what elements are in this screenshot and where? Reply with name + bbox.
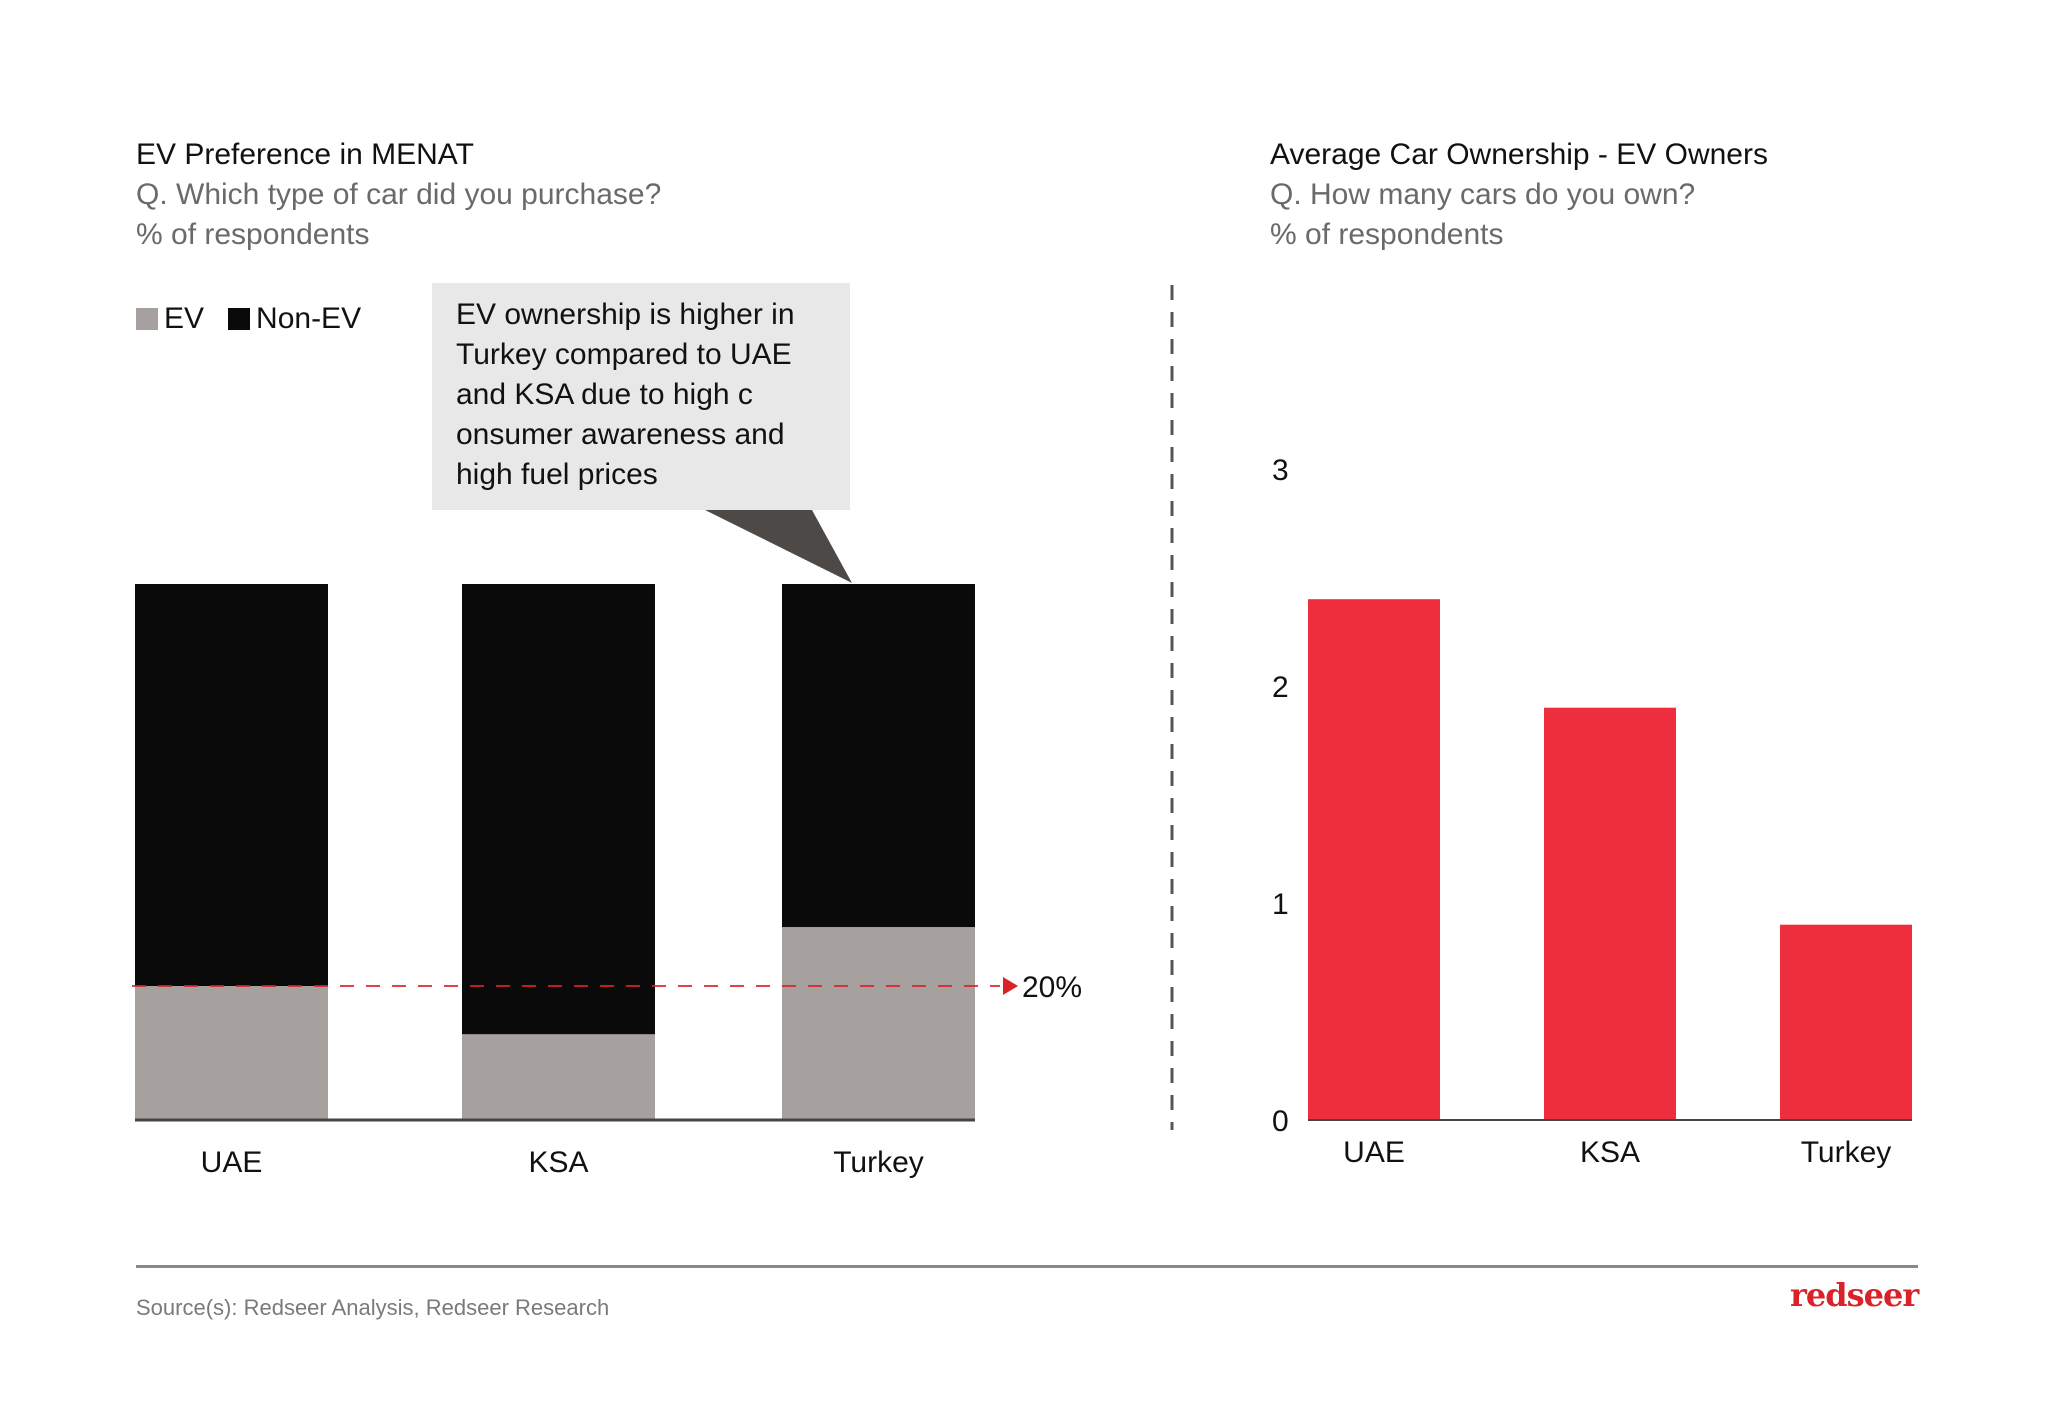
legend-swatch-ev (136, 308, 158, 330)
right-chart-question: Q. How many cars do you own? (1270, 178, 1696, 211)
x-tick-label: UAE (1343, 1136, 1405, 1169)
bar-ev-turkey (782, 927, 975, 1120)
callout-line: Turkey compared to UAE (456, 338, 792, 371)
y-tick-label: 1 (1272, 888, 1289, 921)
bar-ksa (1544, 707, 1676, 1120)
right-chart-unit: % of respondents (1270, 218, 1504, 251)
legend-label-non-ev: Non-EV (256, 302, 362, 335)
legend-label-ev: EV (164, 302, 205, 335)
bar-ev-uae (135, 986, 328, 1120)
y-tick-label: 0 (1272, 1105, 1289, 1138)
left-chart-unit: % of respondents (136, 218, 370, 251)
redseer-logo: redseer (1790, 1276, 1919, 1314)
footer-divider (136, 1265, 1918, 1268)
callout-line: and KSA due to high c (456, 378, 753, 411)
callout-line: onsumer awareness and (456, 418, 785, 451)
left-chart-title: EV Preference in MENAT (136, 138, 474, 171)
x-tick-label: UAE (201, 1146, 263, 1179)
y-tick-label: 2 (1272, 671, 1289, 704)
left-chart-question: Q. Which type of car did you purchase? (136, 178, 662, 211)
x-tick-label: Turkey (1801, 1136, 1892, 1169)
reference-line-label: 20% (1022, 971, 1082, 1004)
x-tick-label: KSA (528, 1146, 588, 1179)
bar-ev-ksa (462, 1034, 655, 1120)
ev-preference-chart: UAE KSA Turkey 20% (132, 584, 1082, 1179)
y-tick-label: 3 (1272, 454, 1289, 487)
legend: EV Non-EV (136, 302, 385, 336)
legend-item-non-ev: Non-EV (228, 302, 361, 336)
legend-item-ev: EV (136, 302, 204, 336)
callout-line: high fuel prices (456, 458, 658, 491)
callout-box: EV ownership is higher in Turkey compare… (432, 283, 850, 510)
bar-non-ev-uae (135, 584, 328, 986)
car-ownership-chart: 0 1 2 3 UAE KSA Turkey (1272, 454, 1912, 1169)
x-tick-label: Turkey (833, 1146, 924, 1179)
callout-line: EV ownership is higher in (456, 298, 795, 331)
bar-non-ev-ksa (462, 584, 655, 1035)
bar-non-ev-turkey (782, 584, 975, 928)
source-note: Source(s): Redseer Analysis, Redseer Res… (136, 1295, 610, 1320)
bar-turkey (1780, 924, 1912, 1120)
right-chart-title: Average Car Ownership - EV Owners (1270, 138, 1768, 171)
legend-swatch-non-ev (228, 308, 251, 330)
bar-uae (1308, 599, 1440, 1120)
callout-pointer (705, 510, 852, 583)
reference-arrow-icon (1003, 977, 1018, 995)
x-tick-label: KSA (1580, 1136, 1640, 1169)
